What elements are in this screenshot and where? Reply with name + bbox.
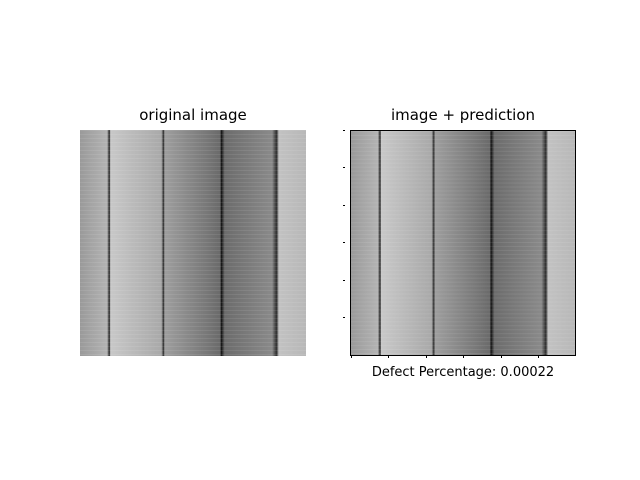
x-tick bbox=[463, 356, 464, 358]
x-tick bbox=[351, 356, 352, 358]
x-tick bbox=[426, 356, 427, 358]
y-tick bbox=[343, 167, 345, 168]
defect-percentage-caption: Defect Percentage: 0.00022 bbox=[371, 365, 555, 380]
prediction-image-title: image + prediction bbox=[390, 106, 536, 124]
y-tick bbox=[343, 205, 345, 206]
original-image-title: original image bbox=[139, 106, 247, 124]
y-tick bbox=[343, 280, 345, 281]
y-tick bbox=[343, 130, 345, 131]
x-tick bbox=[388, 356, 389, 358]
prediction-image bbox=[350, 130, 576, 356]
x-tick bbox=[538, 356, 539, 358]
y-tick bbox=[343, 317, 345, 318]
x-tick bbox=[501, 356, 502, 358]
original-image bbox=[80, 130, 306, 356]
y-tick bbox=[343, 242, 345, 243]
